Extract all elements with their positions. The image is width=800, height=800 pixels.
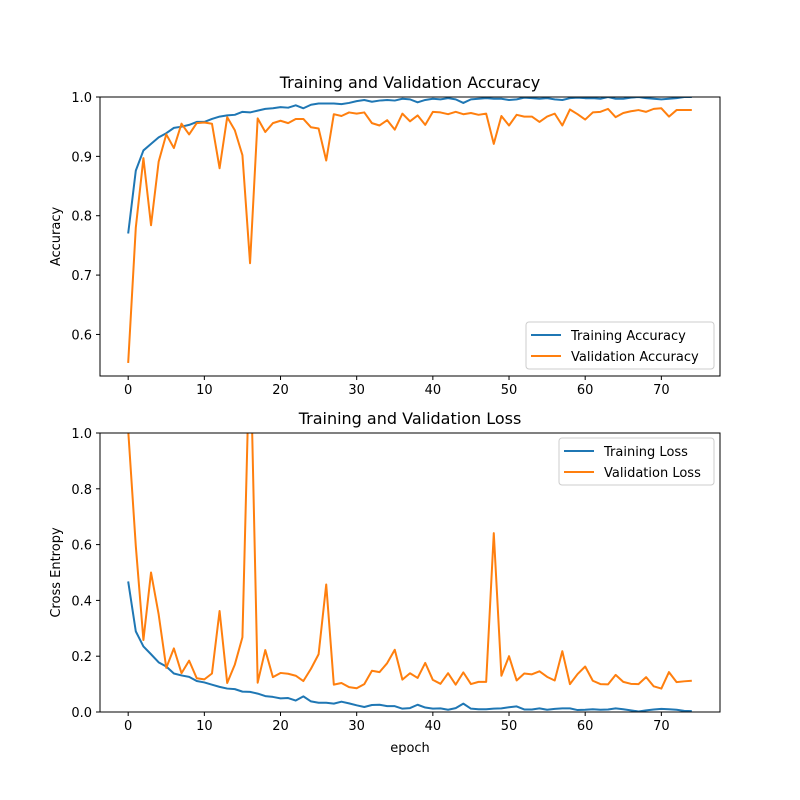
accuracy-legend: Training Accuracy Validation Accuracy bbox=[525, 321, 715, 370]
loss-y-tick-label: 0.0 bbox=[71, 706, 92, 721]
loss-x-tick-label: 10 bbox=[196, 719, 213, 734]
loss-x-tick-label: 70 bbox=[653, 719, 670, 734]
loss-y-tick-label: 0.4 bbox=[71, 594, 92, 609]
loss-chart-title: Training and Validation Loss bbox=[298, 409, 522, 428]
loss-plot-lines bbox=[127, 433, 692, 712]
legend-label-training-loss: Training Loss bbox=[603, 445, 688, 460]
accuracy-x-tick-label: 20 bbox=[272, 383, 289, 398]
accuracy-chart-title: Training and Validation Accuracy bbox=[279, 73, 541, 92]
accuracy-plot-frame bbox=[99, 96, 721, 377]
loss-y-axis: 0.0 0.2 0.4 0.6 0.8 1.0 bbox=[71, 427, 100, 721]
accuracy-x-tick-label: 0 bbox=[124, 383, 132, 398]
legend-label-training-accuracy: Training Accuracy bbox=[570, 329, 686, 344]
accuracy-plot-lines bbox=[127, 97, 692, 363]
loss-y-tick-label: 0.2 bbox=[71, 650, 92, 665]
accuracy-y-tick-label: 0.7 bbox=[71, 269, 92, 284]
accuracy-x-tick-label: 70 bbox=[653, 383, 670, 398]
loss-x-tick-label: 0 bbox=[124, 719, 132, 734]
loss-y-tick-label: 1.0 bbox=[71, 427, 92, 442]
accuracy-x-tick-label: 60 bbox=[577, 383, 594, 398]
accuracy-x-tick-label: 10 bbox=[196, 383, 213, 398]
series-line-training-loss bbox=[127, 581, 692, 712]
accuracy-x-tick-label: 40 bbox=[425, 383, 442, 398]
accuracy-y-axis: 0.6 0.7 0.8 0.9 1.0 bbox=[71, 91, 100, 343]
accuracy-y-axis-label: Accuracy bbox=[49, 207, 64, 267]
legend-label-validation-loss: Validation Loss bbox=[604, 466, 701, 481]
loss-legend: Training Loss Validation Loss bbox=[558, 437, 715, 486]
loss-x-tick-label: 60 bbox=[577, 719, 594, 734]
accuracy-y-tick-label: 0.8 bbox=[71, 210, 92, 225]
accuracy-y-tick-label: 0.9 bbox=[71, 150, 92, 165]
loss-x-tick-label: 20 bbox=[272, 719, 289, 734]
loss-plot-frame bbox=[99, 432, 721, 713]
loss-x-tick-label: 50 bbox=[501, 719, 518, 734]
loss-x-axis-label: epoch bbox=[390, 741, 430, 756]
accuracy-panel: Training and Validation Accuracy Accurac… bbox=[49, 73, 721, 398]
loss-x-tick-label: 30 bbox=[348, 719, 365, 734]
series-line-training-accuracy bbox=[127, 97, 692, 234]
accuracy-y-tick-label: 1.0 bbox=[71, 91, 92, 106]
series-line-validation-loss bbox=[127, 433, 692, 690]
legend-label-validation-accuracy: Validation Accuracy bbox=[571, 350, 699, 365]
accuracy-x-axis: 0 10 20 30 40 50 60 70 bbox=[124, 376, 670, 398]
loss-x-tick-label: 40 bbox=[425, 719, 442, 734]
loss-y-tick-label: 0.6 bbox=[71, 539, 92, 554]
loss-y-tick-label: 0.8 bbox=[71, 483, 92, 498]
loss-x-axis: 0 10 20 30 40 50 60 70 bbox=[124, 712, 670, 734]
loss-panel: Training and Validation Loss Cross Entro… bbox=[49, 409, 721, 756]
accuracy-x-tick-label: 50 bbox=[501, 383, 518, 398]
series-line-validation-accuracy bbox=[127, 107, 692, 363]
accuracy-y-tick-label: 0.6 bbox=[71, 328, 92, 343]
accuracy-x-tick-label: 30 bbox=[348, 383, 365, 398]
loss-y-axis-label: Cross Entropy bbox=[49, 527, 64, 618]
